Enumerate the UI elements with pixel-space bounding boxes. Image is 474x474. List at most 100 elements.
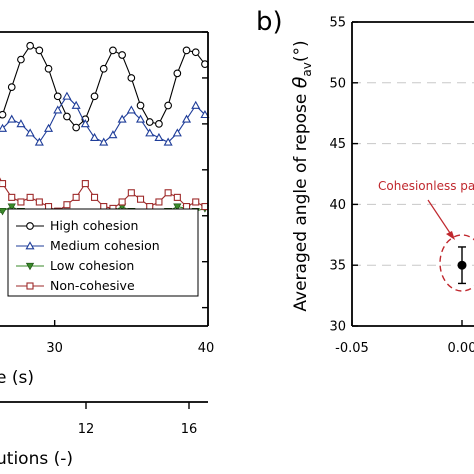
y-tick-label-35: 35 <box>329 259 346 274</box>
panel-b-x-ticks: -0.05 0.00 <box>335 320 474 356</box>
legend-marker-0 <box>26 222 34 230</box>
data-point-0-22 <box>53 92 62 101</box>
data-point-0-19 <box>26 41 34 50</box>
data-point-3-30 <box>127 189 135 197</box>
panel-a-x-axis-title: e (s) <box>0 368 34 388</box>
b-x-tick-label-1: 0.00 <box>448 341 474 356</box>
data-point-0-37 <box>191 48 200 57</box>
data-point-1-17 <box>7 114 17 123</box>
data-point-0-30 <box>127 74 136 82</box>
panel-a-secondary-x-axis-title: utions (-) <box>0 449 73 469</box>
panel-b-data-points <box>457 246 467 285</box>
panel-a-right-tick-marks <box>202 31 208 309</box>
data-point-2-17 <box>7 203 16 211</box>
x2-tick-label-12: 12 <box>78 422 95 437</box>
data-point-1-26 <box>89 132 100 142</box>
legend-marker-3 <box>26 282 34 290</box>
data-point-0-31 <box>136 101 145 110</box>
data-point-2-16 <box>0 208 7 216</box>
y-title-main: Averaged angle of repose <box>291 88 311 311</box>
y-title-theta: θ <box>289 76 311 88</box>
panel-b-grid <box>352 82 474 266</box>
data-point-1-16 <box>0 123 8 132</box>
series-line-0 <box>0 45 206 129</box>
data-point-3-25 <box>81 180 89 188</box>
data-point-0-35 <box>173 69 182 78</box>
annotation-arrow-head <box>446 231 455 240</box>
data-point-1-31 <box>135 114 146 123</box>
data-point-3-19 <box>26 193 34 201</box>
data-point-1-25 <box>80 119 90 128</box>
data-point-0-32 <box>145 118 154 126</box>
y-tick-label-50: 50 <box>329 76 346 91</box>
legend-box <box>7 208 199 297</box>
data-point-b-0 <box>457 260 467 270</box>
data-point-0-27 <box>99 64 108 73</box>
y-title-unit: (°) <box>291 40 311 62</box>
panel-a-legend: High cohesion Medium cohesion Low cohesion… <box>7 208 199 297</box>
data-point-3-33 <box>155 198 163 206</box>
data-point-0-26 <box>90 92 99 101</box>
data-point-0-23 <box>63 112 71 121</box>
data-point-0-24 <box>72 123 80 132</box>
legend-label-3: Non-cohesive <box>50 278 135 293</box>
panel-b-angle-of-repose-chart: b) 30 35 40 45 50 55 -0.05 0.00 Averaged angle… <box>256 7 474 356</box>
x-tick-label-40: 40 <box>198 341 215 356</box>
y-tick-label-30: 30 <box>329 320 346 335</box>
data-point-3-23 <box>63 201 71 209</box>
data-point-1-27 <box>99 137 109 146</box>
data-point-0-29 <box>118 51 126 59</box>
data-point-1-37 <box>191 100 201 109</box>
y-tick-label-40: 40 <box>329 198 346 213</box>
data-point-0-28 <box>109 46 117 55</box>
data-point-1-23 <box>62 91 72 100</box>
data-point-1-21 <box>43 123 54 132</box>
series-high-cohesion <box>0 41 209 132</box>
data-point-0-34 <box>164 101 172 110</box>
data-point-1-28 <box>108 130 118 139</box>
data-point-1-20 <box>34 137 44 146</box>
panel-a-time-series-chart: 30 40 12 16 e (s) utions (-) High cohesion… <box>0 31 214 469</box>
data-point-1-18 <box>16 119 26 128</box>
data-point-2-35 <box>173 203 182 211</box>
panel-a-x-ticks: 30 40 <box>46 320 214 356</box>
y-tick-label-45: 45 <box>329 137 346 152</box>
annotation-label: Cohesionless part <box>378 179 474 193</box>
data-point-1-35 <box>172 128 182 137</box>
data-point-1-36 <box>181 114 192 123</box>
data-point-1-33 <box>154 132 164 142</box>
data-point-1-29 <box>117 114 127 123</box>
data-point-3-29 <box>118 198 126 206</box>
data-point-1-34 <box>163 137 173 146</box>
data-point-0-33 <box>155 120 163 128</box>
data-point-1-38 <box>200 109 210 119</box>
legend-marker-2 <box>25 262 35 271</box>
data-point-1-22 <box>53 105 63 114</box>
panel-b-label: b) <box>256 7 283 37</box>
panel-b-y-axis-title: Averaged angle of repose θav(°) <box>289 40 314 311</box>
data-point-3-20 <box>35 198 43 206</box>
data-point-3-37 <box>192 198 200 206</box>
b-x-tick-label-0: -0.05 <box>335 341 369 356</box>
data-point-3-16 <box>0 180 7 188</box>
data-point-3-24 <box>72 193 80 201</box>
legend-label-2: Low cohesion <box>50 258 134 273</box>
y-title-sub: av <box>300 62 314 76</box>
x-tick-label-30: 30 <box>46 341 63 356</box>
series-medium-cohesion <box>0 91 210 146</box>
data-point-0-21 <box>44 64 53 73</box>
y-tick-label-55: 55 <box>329 16 346 31</box>
data-point-3-18 <box>17 198 25 206</box>
panel-b-y-ticks: 30 35 40 45 50 55 <box>329 16 358 335</box>
annotation-dashed-circle <box>439 234 474 292</box>
data-point-1-24 <box>71 100 81 109</box>
data-point-1-30 <box>126 105 136 114</box>
legend-label-1: Medium cohesion <box>50 238 160 253</box>
legend-marker-1 <box>25 241 35 250</box>
panel-a-series-layer <box>0 41 210 228</box>
data-point-0-20 <box>35 46 44 55</box>
data-point-0-16 <box>0 110 7 119</box>
data-point-0-36 <box>182 46 191 55</box>
data-point-1-32 <box>145 128 155 137</box>
